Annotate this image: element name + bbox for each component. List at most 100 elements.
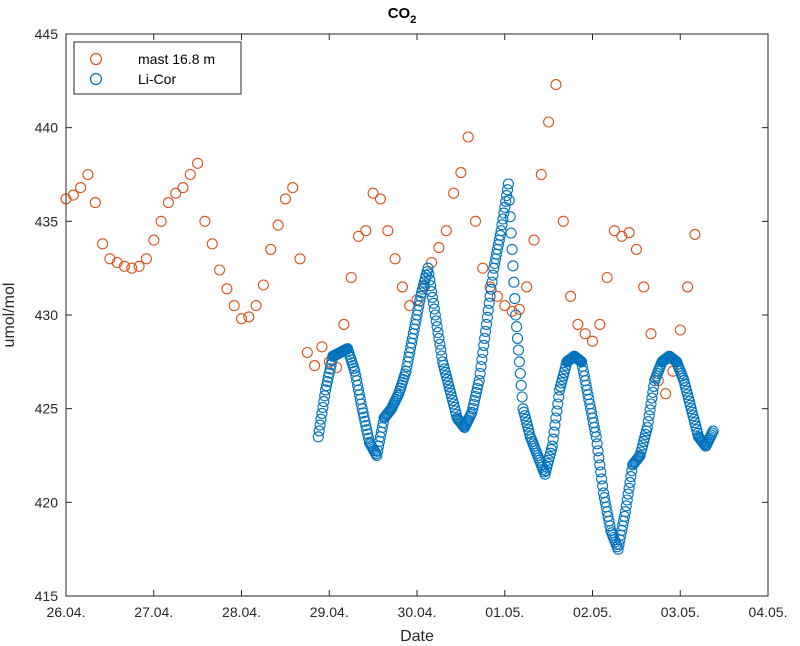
mast-data-point [75,182,87,194]
y-tick-label: 415 [35,588,59,604]
legend-box [73,41,242,95]
licor-data-point [494,229,506,241]
mast-data-point [630,243,642,255]
mast-data-point [374,193,386,205]
licor-data-point [440,370,452,382]
mast-data-point [433,242,445,254]
licor-data-point [434,338,446,350]
x-tick-label: 29.04. [310,604,349,620]
mast-data-point [462,131,474,143]
licor-data-point [497,213,509,225]
licor-data-point [487,269,499,281]
mast-data-point [674,324,686,336]
legend: mast 16.8 m Li-Cor [73,41,242,95]
mast-data-point [199,215,211,227]
licor-data-point [521,417,533,429]
licor-data-point [619,506,631,518]
licor-data-point [519,410,531,422]
licor-data-point [643,410,655,422]
mast-data-point [616,230,628,242]
licor-data-point [446,391,458,403]
legend-label-licor: Li-Cor [138,71,176,87]
licor-data-point [686,406,698,418]
mast-data-point [272,219,284,231]
mast-data-point [557,215,569,227]
licor-data-point [467,402,479,414]
licor-data-point [441,373,453,385]
licor-data-point [505,227,517,239]
licor-data-point [547,433,559,445]
licor-data-point [321,375,333,388]
licor-data-point [647,386,659,398]
licor-data-point [513,356,525,368]
licor-data-point [475,360,487,373]
y-tick-label: 440 [35,120,59,136]
mast-data-point [250,300,262,312]
mast-data-point [352,230,365,242]
mast-data-point [396,281,408,293]
licor-data-point [620,500,632,512]
x-tick-label: 04.05. [749,604,788,620]
licor-data-point [428,303,440,315]
licor-data-point [590,431,602,443]
licor-data-point [442,377,454,389]
mast-data-point [440,225,452,237]
x-tick-label: 03.05. [661,604,700,620]
licor-data-point [437,359,450,371]
licor-data-point [422,262,434,274]
mast-data-point [623,227,635,239]
licor-data-point [448,401,461,414]
mast-data-point [89,197,101,209]
licor-data-point [645,398,657,410]
licor-data-point [682,392,695,404]
x-axis-title: Date [400,628,434,645]
licor-data-point [553,391,565,403]
licor-data-point [594,459,606,471]
licor-data-point [515,379,527,391]
licor-data-point [591,438,603,450]
mast-data-point [177,182,189,194]
licor-data-point [472,378,484,391]
licor-data-point [690,420,702,432]
x-tick-label: 27.04. [134,604,173,620]
mast-data-point [316,341,328,353]
mast-data-point [287,182,299,194]
licor-data-point [448,398,460,410]
licor-data-point [357,407,369,419]
series-mast [60,79,701,400]
licor-data-point [688,413,700,425]
licor-data-point [507,260,519,272]
mast-data-point [206,238,218,250]
licor-data-point [669,354,681,366]
licor-data-point [474,367,486,380]
licor-data-point [473,375,485,387]
licor-data-point [683,396,695,408]
mast-data-point [572,318,584,330]
licor-data-point [509,293,521,305]
licor-data-point [477,346,489,359]
licor-data-point [707,425,719,437]
mast-data-point [404,300,416,312]
licor-data-point [445,387,457,399]
licor-data-point [640,425,652,437]
licor-data-point [592,445,604,457]
licor-data-point [632,452,644,464]
licor-data-point [431,321,443,333]
y-tick-label: 430 [35,307,59,323]
licor-data-point [438,363,450,375]
licor-data-point [552,398,564,410]
licor-data-point [558,366,570,378]
mast-data-point [660,388,672,400]
licor-data-point [435,344,447,356]
licor-data-point [548,426,560,438]
series-licor [312,178,719,555]
licor-data-point [631,453,643,465]
licor-data-point [480,325,492,337]
mast-data-point [689,228,701,240]
licor-data-point [502,178,514,190]
mast-data-point [426,256,438,269]
licor-data-point [574,354,586,366]
mast-data-point [506,305,518,317]
licor-data-point [479,332,491,344]
mast-data-point [338,318,350,330]
